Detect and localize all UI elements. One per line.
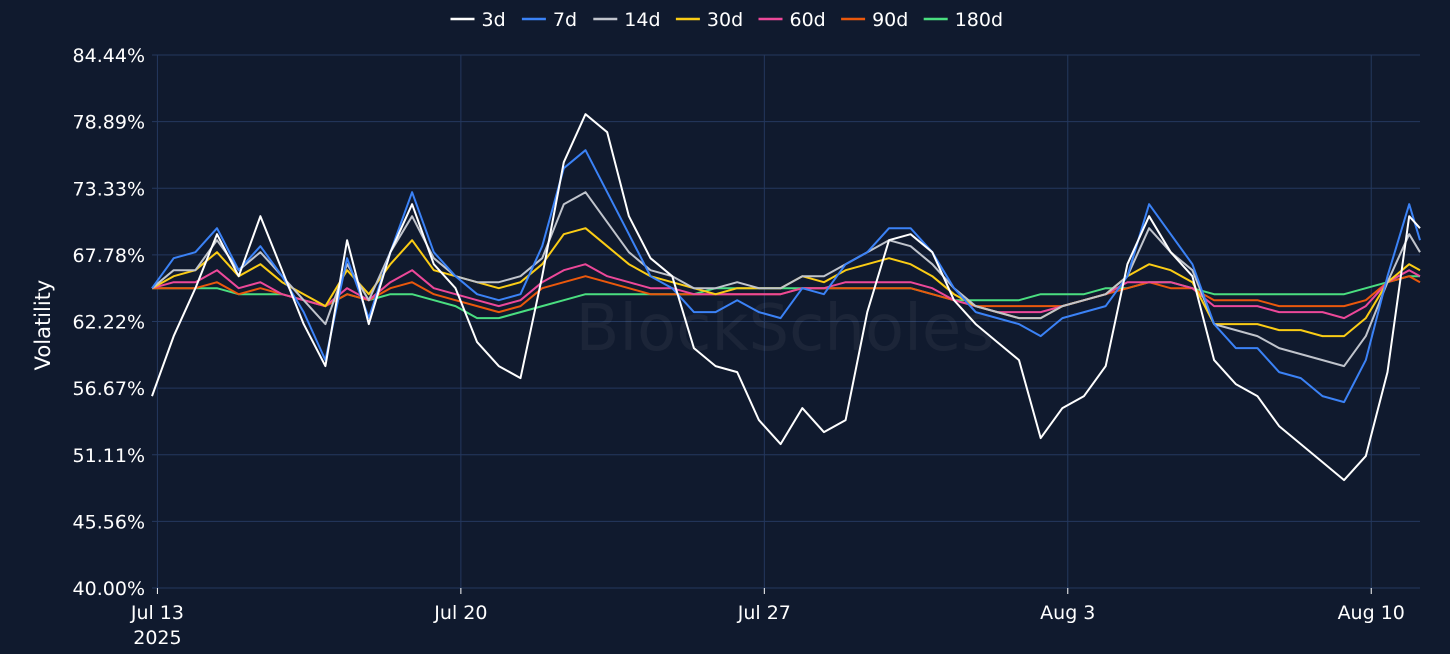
y-tick-label: 45.56% bbox=[73, 511, 145, 533]
legend-label: 60d bbox=[790, 9, 826, 31]
legend-item-60d[interactable]: 60d bbox=[758, 9, 826, 31]
y-tick-label: 51.11% bbox=[73, 445, 145, 467]
grid bbox=[152, 54, 1420, 589]
x-tick-label: Aug 3 bbox=[1040, 602, 1095, 624]
legend-item-3d[interactable]: 3d bbox=[450, 9, 506, 31]
legend-label: 14d bbox=[624, 9, 660, 31]
axes: 40.00% 45.56% 51.11% 56.67% 62.22% 67.78% 73.3… bbox=[73, 45, 1405, 649]
watermark: BlockScholes bbox=[575, 292, 994, 366]
y-axis-label: Volatility bbox=[31, 280, 55, 371]
y-tick-label: 40.00% bbox=[73, 578, 145, 600]
x-tick-label: Jul 13 bbox=[130, 602, 184, 624]
legend-item-14d[interactable]: 14d bbox=[593, 9, 661, 31]
y-tick-label: 78.89% bbox=[73, 112, 145, 134]
series-lines bbox=[151, 113, 1421, 482]
legend-item-90d[interactable]: 90d bbox=[841, 9, 908, 31]
y-tick-label: 62.22% bbox=[73, 312, 145, 334]
legend-label: 3d bbox=[482, 9, 506, 31]
x-tick-label: Jul 27 bbox=[737, 602, 791, 624]
y-tick-label: 73.33% bbox=[73, 178, 145, 200]
legend-label: 30d bbox=[707, 9, 743, 31]
legend[interactable]: 3d 7d 14d 30d 60d 90d 180d bbox=[450, 9, 1004, 31]
x-tick-label: Aug 10 bbox=[1338, 602, 1405, 624]
legend-label: 180d bbox=[955, 9, 1003, 31]
series-line-60d bbox=[151, 263, 1421, 320]
series-line-3d bbox=[151, 113, 1421, 482]
series-line-14d bbox=[151, 191, 1421, 368]
y-tick-label: 84.44% bbox=[73, 45, 145, 67]
legend-item-7d[interactable]: 7d bbox=[521, 9, 577, 31]
y-tick-label: 67.78% bbox=[73, 245, 145, 267]
x-tick-sublabel: 2025 bbox=[133, 627, 181, 649]
legend-item-30d[interactable]: 30d bbox=[675, 9, 743, 31]
legend-item-180d[interactable]: 180d bbox=[923, 9, 1003, 31]
legend-label: 90d bbox=[872, 9, 908, 31]
y-tick-label: 56.67% bbox=[73, 378, 145, 400]
legend-label: 7d bbox=[553, 9, 577, 31]
x-tick-label: Jul 20 bbox=[433, 602, 487, 624]
